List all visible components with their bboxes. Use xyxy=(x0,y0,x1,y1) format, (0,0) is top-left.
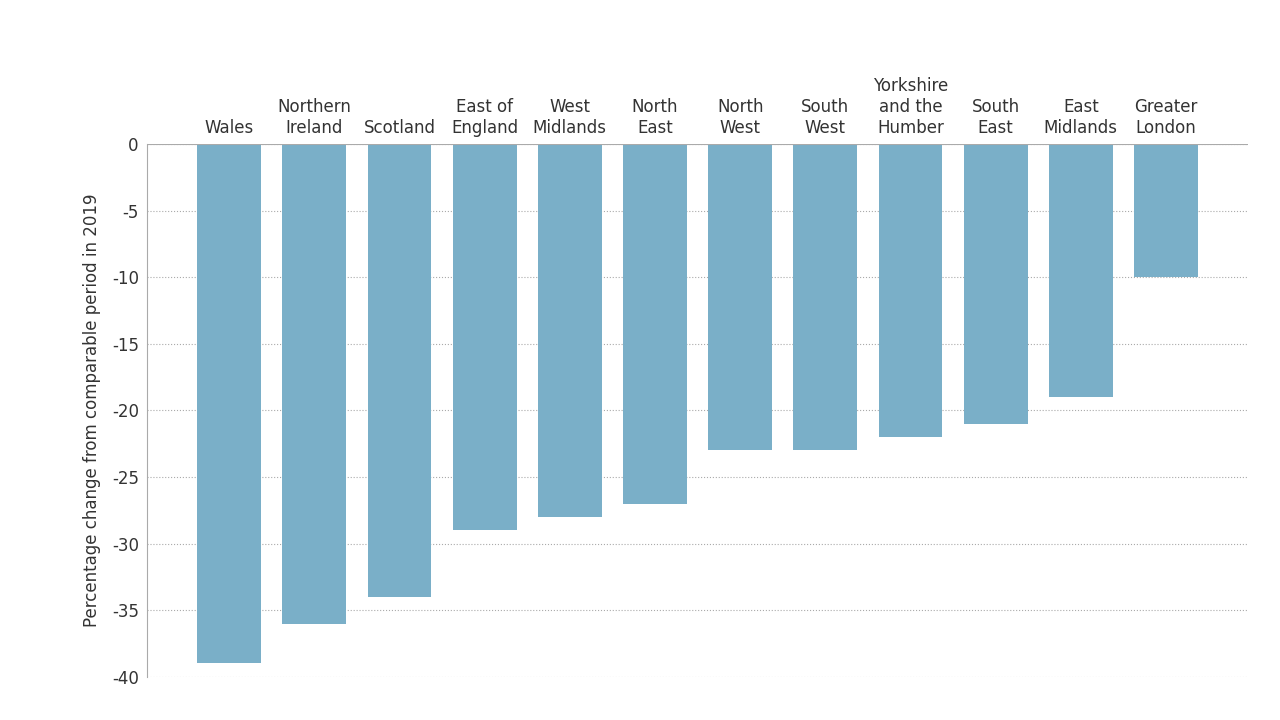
Bar xyxy=(623,144,687,504)
Bar xyxy=(794,144,858,451)
Bar xyxy=(197,144,261,664)
Bar xyxy=(453,144,517,530)
Bar xyxy=(367,144,431,597)
Bar xyxy=(283,144,347,624)
Bar xyxy=(964,144,1028,423)
Bar xyxy=(1048,144,1112,397)
Bar xyxy=(1134,144,1198,277)
Bar xyxy=(538,144,602,517)
Bar xyxy=(878,144,942,437)
Bar xyxy=(708,144,772,451)
Y-axis label: Percentage change from comparable period in 2019: Percentage change from comparable period… xyxy=(83,194,101,627)
